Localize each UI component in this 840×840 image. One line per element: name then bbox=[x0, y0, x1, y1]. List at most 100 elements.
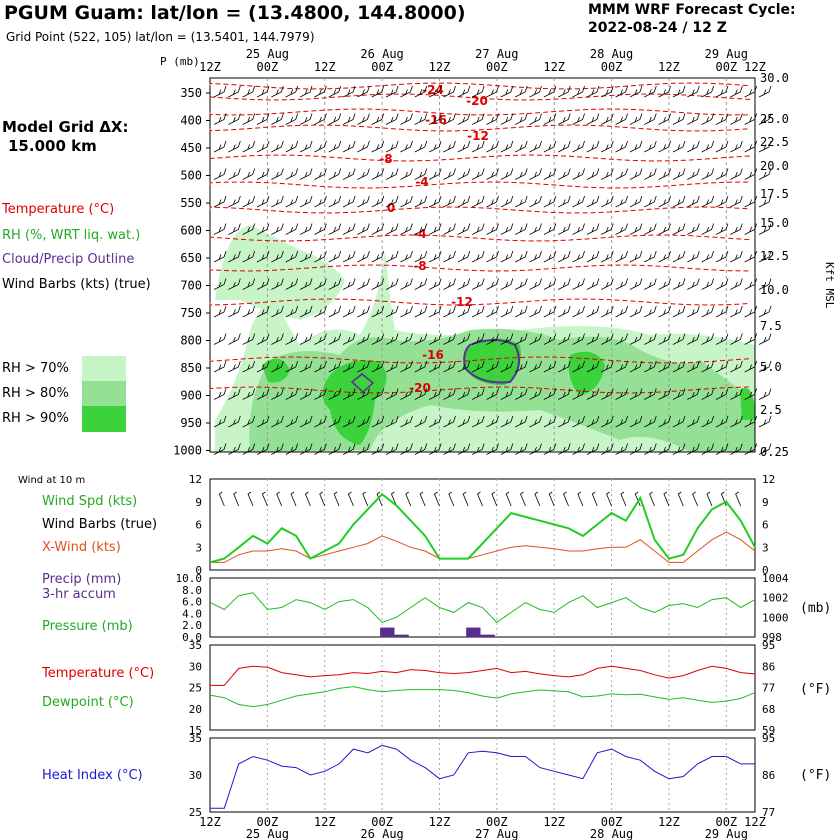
pressure-tick-label: 900 bbox=[180, 389, 202, 403]
wind-barb bbox=[314, 278, 327, 290]
wind-barb bbox=[701, 278, 715, 290]
wind-barb bbox=[314, 360, 327, 373]
time-tick-label: 12Z bbox=[429, 60, 451, 74]
wind-tick-left: 12 bbox=[189, 473, 202, 486]
wind-barb bbox=[385, 250, 399, 263]
wind-barb bbox=[572, 333, 585, 345]
wind-barb bbox=[715, 195, 729, 208]
wind-barb bbox=[701, 223, 715, 235]
wind-barb bbox=[486, 168, 499, 180]
wind-barb bbox=[443, 388, 456, 400]
pressure-tick-label: 950 bbox=[180, 416, 202, 430]
surface-wind-barb bbox=[405, 491, 412, 507]
wind-barb bbox=[672, 305, 686, 318]
wind-barb bbox=[758, 388, 772, 400]
wind-barb bbox=[701, 85, 715, 98]
surface-wind-barb bbox=[448, 491, 455, 507]
wind-barb bbox=[572, 278, 585, 290]
wind-barb bbox=[515, 333, 528, 345]
wind-barb bbox=[314, 443, 327, 455]
wind-barb bbox=[457, 140, 471, 153]
surface-wind-barb bbox=[276, 491, 283, 507]
wind-barb bbox=[357, 140, 370, 153]
temperature-panel-frame bbox=[209, 644, 756, 731]
precip-bar bbox=[480, 634, 495, 637]
isotherm-label: -12 bbox=[451, 295, 473, 309]
wind-tick-right: 0 bbox=[762, 564, 769, 577]
wind-barb bbox=[285, 443, 299, 455]
wind-barb bbox=[715, 113, 729, 125]
wind-barb bbox=[299, 333, 313, 345]
surface-wind-barb bbox=[376, 491, 383, 507]
wind-barb bbox=[299, 278, 313, 290]
wind-barb bbox=[228, 113, 241, 125]
wind-barb bbox=[471, 223, 485, 235]
wind-barb bbox=[730, 333, 743, 345]
wind-barb bbox=[457, 360, 471, 373]
surface-wind-barb bbox=[548, 491, 555, 507]
wind-barb bbox=[644, 388, 657, 400]
wind-barb bbox=[629, 168, 643, 180]
wind-barb bbox=[471, 388, 485, 400]
time-tick-label: 00Z bbox=[257, 60, 279, 74]
temperature-tick-left: 20 bbox=[189, 703, 202, 716]
bottom-time-label: 12Z bbox=[429, 815, 451, 829]
wind-barb bbox=[500, 305, 514, 318]
wind-barb bbox=[601, 85, 614, 98]
wind-barb bbox=[758, 168, 772, 180]
wind-barb bbox=[385, 360, 399, 373]
heat-tick-right: 86 bbox=[762, 769, 775, 782]
wind-barb bbox=[213, 360, 227, 373]
legend-wind: Wind Barbs (kts) (true) bbox=[2, 277, 151, 292]
wind-barb bbox=[443, 195, 456, 208]
wind-barb bbox=[543, 278, 557, 290]
wind-barb bbox=[328, 333, 342, 345]
rh-area bbox=[568, 351, 605, 395]
wind-barb bbox=[357, 415, 370, 428]
wind-barb bbox=[371, 415, 385, 428]
wind-barb bbox=[371, 250, 385, 263]
wind-barb bbox=[601, 168, 614, 180]
wind-barb bbox=[328, 140, 342, 153]
wind-barb bbox=[658, 85, 671, 98]
wind-barb bbox=[701, 195, 715, 208]
wind-barb bbox=[271, 223, 284, 235]
wind-barb bbox=[342, 443, 356, 455]
wind-barb bbox=[529, 195, 542, 208]
wind-barb bbox=[342, 140, 356, 153]
wind-tick-right: 3 bbox=[762, 541, 769, 554]
heat-tick-right: 77 bbox=[762, 806, 775, 819]
wind-barb bbox=[615, 278, 628, 290]
wind-barb bbox=[213, 168, 227, 180]
legend-rh70-label: RH > 70% bbox=[2, 361, 69, 376]
wind-barb bbox=[271, 140, 284, 153]
wind-barb bbox=[615, 250, 628, 263]
date-label: 28 Aug bbox=[590, 47, 633, 61]
wind-barb bbox=[529, 168, 542, 180]
wind-barb bbox=[342, 85, 356, 98]
wind-barb bbox=[687, 223, 700, 235]
wind-barb bbox=[271, 415, 284, 428]
xwind-line bbox=[210, 531, 756, 563]
wind-barb bbox=[342, 333, 356, 345]
wind-barb bbox=[586, 223, 600, 235]
time-tick-label: 00Z bbox=[715, 60, 737, 74]
grid-point-subtitle: Grid Point (522, 105) lat/lon = (13.5401… bbox=[6, 30, 315, 44]
surface-wind-barb bbox=[520, 491, 526, 507]
wind-barb bbox=[242, 250, 256, 263]
wind-barb bbox=[543, 223, 557, 235]
wind-barb bbox=[529, 443, 542, 455]
rh-area bbox=[465, 338, 521, 385]
wind-barb bbox=[428, 85, 442, 98]
isotherm-label: -24 bbox=[422, 83, 444, 97]
wind-barb bbox=[357, 305, 370, 318]
surface-wind-barb bbox=[462, 491, 469, 507]
wind-barb bbox=[529, 388, 542, 400]
wind-barb bbox=[701, 360, 715, 373]
surface-wind-barb bbox=[663, 491, 670, 507]
wind-barb bbox=[615, 113, 628, 125]
wind-barb bbox=[672, 113, 686, 125]
wind-barb bbox=[601, 333, 614, 345]
wind-barb bbox=[701, 415, 715, 428]
wind-barb bbox=[328, 278, 342, 290]
